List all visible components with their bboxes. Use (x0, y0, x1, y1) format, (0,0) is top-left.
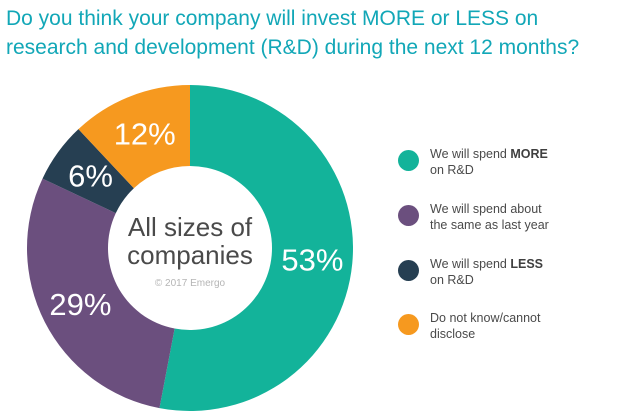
legend-item-unknown: Do not know/cannot disclose (398, 310, 620, 350)
slice-do-not-know-cannot-disclose (78, 85, 190, 189)
legend-item-more: We will spend MORE on R&D (398, 146, 620, 186)
legend-text: We will spend (430, 257, 511, 271)
donut-slices (26, 85, 354, 411)
legend-text-line-2: the same as last year (430, 218, 549, 232)
legend-text-line-2: on R&D (430, 163, 474, 177)
slice-label-we-will-spend-about-the-same-as-last-year: 29% (49, 287, 111, 322)
legend-item-less: We will spend LESS on R&D (398, 256, 620, 296)
donut-center-label: All sizes of companies © 2017 Emergo (127, 212, 253, 289)
watermark: © 2017 Emergo (155, 278, 226, 289)
center-label-line-1: All sizes of (128, 212, 253, 242)
legend-text-bold: MORE (510, 147, 548, 161)
legend-dot-icon (398, 205, 419, 226)
chart-title-line-1: Do you think your company will invest MO… (6, 7, 539, 30)
legend-text: We will spend (430, 147, 511, 161)
legend-dot-icon (398, 314, 419, 335)
slice-label-do-not-know-cannot-disclose: 12% (114, 117, 176, 152)
legend-dot-icon (398, 260, 419, 281)
slice-we-will-spend-less-on-r-d (42, 129, 134, 214)
legend-item-same: We will spend about the same as last yea… (398, 201, 620, 241)
chart-title: Do you think your company will invest MO… (6, 4, 620, 62)
slice-we-will-spend-about-the-same-as-last-year (26, 178, 175, 409)
chart-title-line-2: research and development (R&D) during th… (6, 36, 580, 59)
slice-label-we-will-spend-less-on-r-d: 6% (68, 159, 113, 194)
slice-labels: 53% 29% 6%12% (49, 117, 343, 322)
legend-dot-icon (398, 150, 419, 171)
slice-we-will-spend-more-on-r-d (159, 85, 354, 411)
legend-text: We will spend about (430, 202, 542, 216)
legend-text-bold: LESS (510, 257, 544, 271)
legend-text-line-2: on R&D (430, 273, 474, 287)
legend-text-line-2: disclose (430, 327, 476, 341)
center-label-line-2: companies (127, 240, 253, 270)
slice-label-we-will-spend-more-on-r-d: 53% (281, 243, 343, 278)
legend-text: Do not know/cannot (430, 311, 541, 325)
